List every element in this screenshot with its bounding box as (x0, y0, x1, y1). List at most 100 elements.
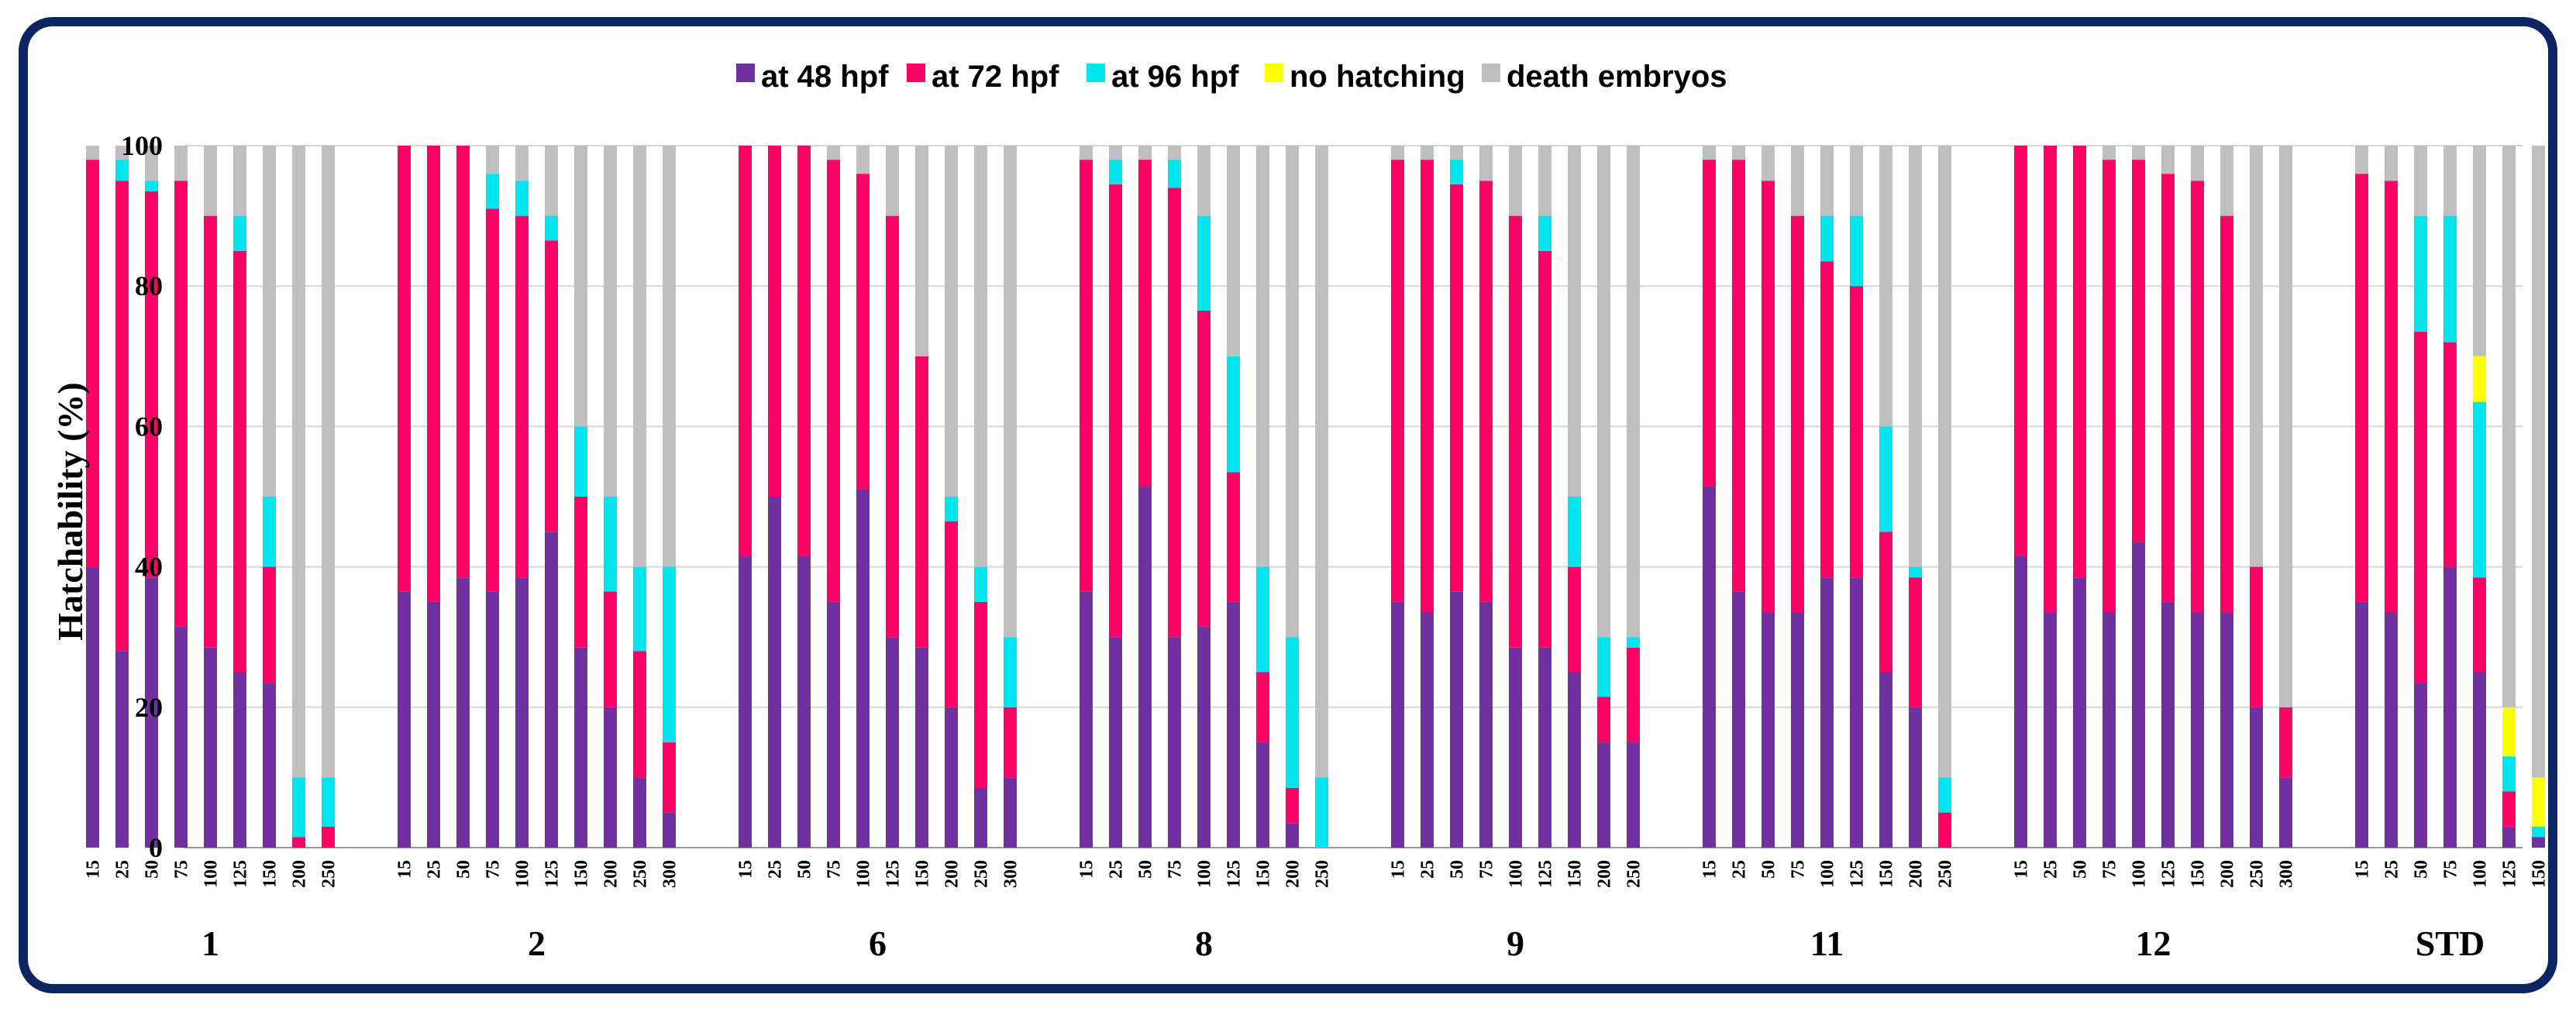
bar-segment-at-72-hpf (86, 160, 99, 567)
bar-segment-at-48-hpf (574, 647, 587, 848)
bar-segment-at-72-hpf (456, 146, 470, 578)
bar-segment-at-48-hpf (1820, 577, 1834, 848)
bar-segment-at-48-hpf (1509, 647, 1522, 848)
bar-segment-at-72-hpf (2414, 332, 2427, 683)
x-tick-label: 200 (601, 860, 622, 888)
x-tick-label: 150 (1565, 860, 1586, 888)
bar-segment-at-72-hpf (398, 146, 411, 592)
bar-segment-at-48-hpf (856, 489, 870, 848)
bar-segment-at-72-hpf (2073, 146, 2086, 578)
bar-segment-at-48-hpf (1568, 672, 1581, 848)
bar-segment-at-72-hpf (427, 146, 440, 602)
x-tick-label: 250 (1936, 860, 1956, 888)
bar-segment-at-48-hpf (2443, 566, 2457, 848)
group-label: 2 (528, 924, 546, 963)
bar-segment-at-96-hpf (945, 497, 958, 521)
bar-segment-at-48-hpf (827, 601, 840, 848)
group-label: 1 (201, 924, 219, 963)
bar-segment-at-48-hpf (2044, 612, 2057, 848)
x-tick-label: 100 (201, 860, 222, 888)
bar-segment-death-embryos (545, 146, 558, 216)
bar-segment-at-48-hpf (1909, 707, 1922, 848)
bar-segment-death-embryos (945, 146, 958, 497)
legend: at 48 hpf at 72 hpf at 96 hpf no hatching de… (736, 60, 1727, 94)
x-tick-label: 25 (113, 860, 133, 879)
x-tick-label: 250 (972, 860, 992, 888)
bar-segment-at-72-hpf (2385, 181, 2398, 613)
bar-segment-at-96-hpf (292, 777, 305, 838)
y-tick-label: 0 (149, 832, 163, 863)
bar-segment-at-96-hpf (1450, 160, 1463, 184)
bar-segment-death-embryos (1938, 146, 1951, 778)
x-tick-label: 200 (942, 860, 963, 888)
x-tick-label: 150 (1877, 860, 1897, 888)
bar-segment-death-embryos (2220, 146, 2233, 216)
bar-segment-at-72-hpf (1597, 697, 1610, 743)
bar-segment-death-embryos (2132, 146, 2145, 160)
bar-segment-death-embryos (2414, 146, 2427, 216)
bar-segment-at-72-hpf (974, 601, 987, 788)
x-tick-label: 125 (1224, 860, 1245, 888)
bar-segment-death-embryos (1227, 146, 1240, 356)
bar-segment-at-96-hpf (1879, 426, 1892, 532)
bar-segment-at-72-hpf (1568, 566, 1581, 673)
bar-segment-at-48-hpf (115, 651, 129, 848)
bar-segment-at-48-hpf (1080, 591, 1093, 848)
bar-segment-at-48-hpf (486, 591, 499, 848)
bar-segment-no-hatching (2532, 777, 2545, 827)
bar-segment-at-72-hpf (2044, 146, 2057, 613)
bar-segment-at-96-hpf (263, 497, 276, 567)
bar-segment-at-72-hpf (1732, 160, 1745, 592)
bar-segment-at-72-hpf (1080, 160, 1093, 592)
bar-segment-at-96-hpf (633, 566, 646, 652)
bar-segment-at-48-hpf (1138, 486, 1152, 848)
x-tick-label: 150 (2530, 860, 2550, 888)
bar-segment-at-72-hpf (2502, 791, 2516, 827)
x-tick-label: 150 (2189, 860, 2209, 888)
x-tick-label: 100 (1195, 860, 1215, 888)
bar-segment-death-embryos (1109, 146, 1122, 160)
bar-segment-at-96-hpf (1909, 566, 1922, 578)
x-tick-label: 75 (825, 860, 845, 879)
bar-segment-death-embryos (1538, 146, 1551, 216)
bar-segment-at-72-hpf (1703, 160, 1716, 487)
bar-segment-at-48-hpf (2102, 612, 2116, 848)
bar-segment-death-embryos (1703, 146, 1716, 160)
bar-segment-death-embryos (292, 146, 305, 778)
bar-segment-at-72-hpf (1391, 160, 1404, 602)
bar-segment-at-72-hpf (322, 826, 335, 848)
bar-segment-at-96-hpf (663, 566, 676, 743)
x-tick-label: 15 (736, 860, 756, 879)
bar-segment-at-48-hpf (1479, 601, 1493, 848)
bar-segment-at-48-hpf (263, 683, 276, 848)
bar-segment-at-48-hpf (1197, 626, 1211, 848)
bar-segment-at-96-hpf (486, 174, 499, 209)
bar-segment-at-96-hpf (974, 566, 987, 602)
bar-segment-at-72-hpf (915, 356, 928, 648)
bar-segment-at-72-hpf (1004, 707, 1017, 778)
bar-segment-at-72-hpf (515, 215, 529, 578)
bar-segment-at-48-hpf (398, 591, 411, 848)
x-tick-label: 200 (1906, 860, 1927, 888)
bar-segment-at-96-hpf (1315, 777, 1328, 848)
bar-segment-at-72-hpf (2355, 174, 2368, 602)
x-tick-label: 125 (231, 860, 251, 888)
bar-segment-death-embryos (1450, 146, 1463, 160)
legend-swatch (1482, 64, 1500, 82)
bar-segment-death-embryos (1627, 146, 1640, 638)
bar-segment-at-96-hpf (1627, 637, 1640, 648)
bar-segment-death-embryos (1509, 146, 1522, 216)
bar-segment-at-48-hpf (204, 647, 217, 848)
x-tick-label: 25 (1107, 860, 1127, 879)
bar-segment-at-72-hpf (2191, 181, 2204, 613)
x-tick-label: 15 (1389, 860, 1409, 879)
bar-segment-at-48-hpf (2279, 777, 2292, 848)
bar-segment-at-72-hpf (1938, 812, 1951, 848)
bar-segment-at-48-hpf (2385, 612, 2398, 848)
x-tick-label: 75 (2100, 860, 2120, 879)
bar-segment-at-72-hpf (115, 181, 129, 652)
bar-segment-at-72-hpf (263, 566, 276, 683)
bar-segment-at-48-hpf (1391, 601, 1404, 848)
bar-segment-at-96-hpf (115, 160, 129, 181)
bar-segment-at-48-hpf (2250, 707, 2263, 848)
